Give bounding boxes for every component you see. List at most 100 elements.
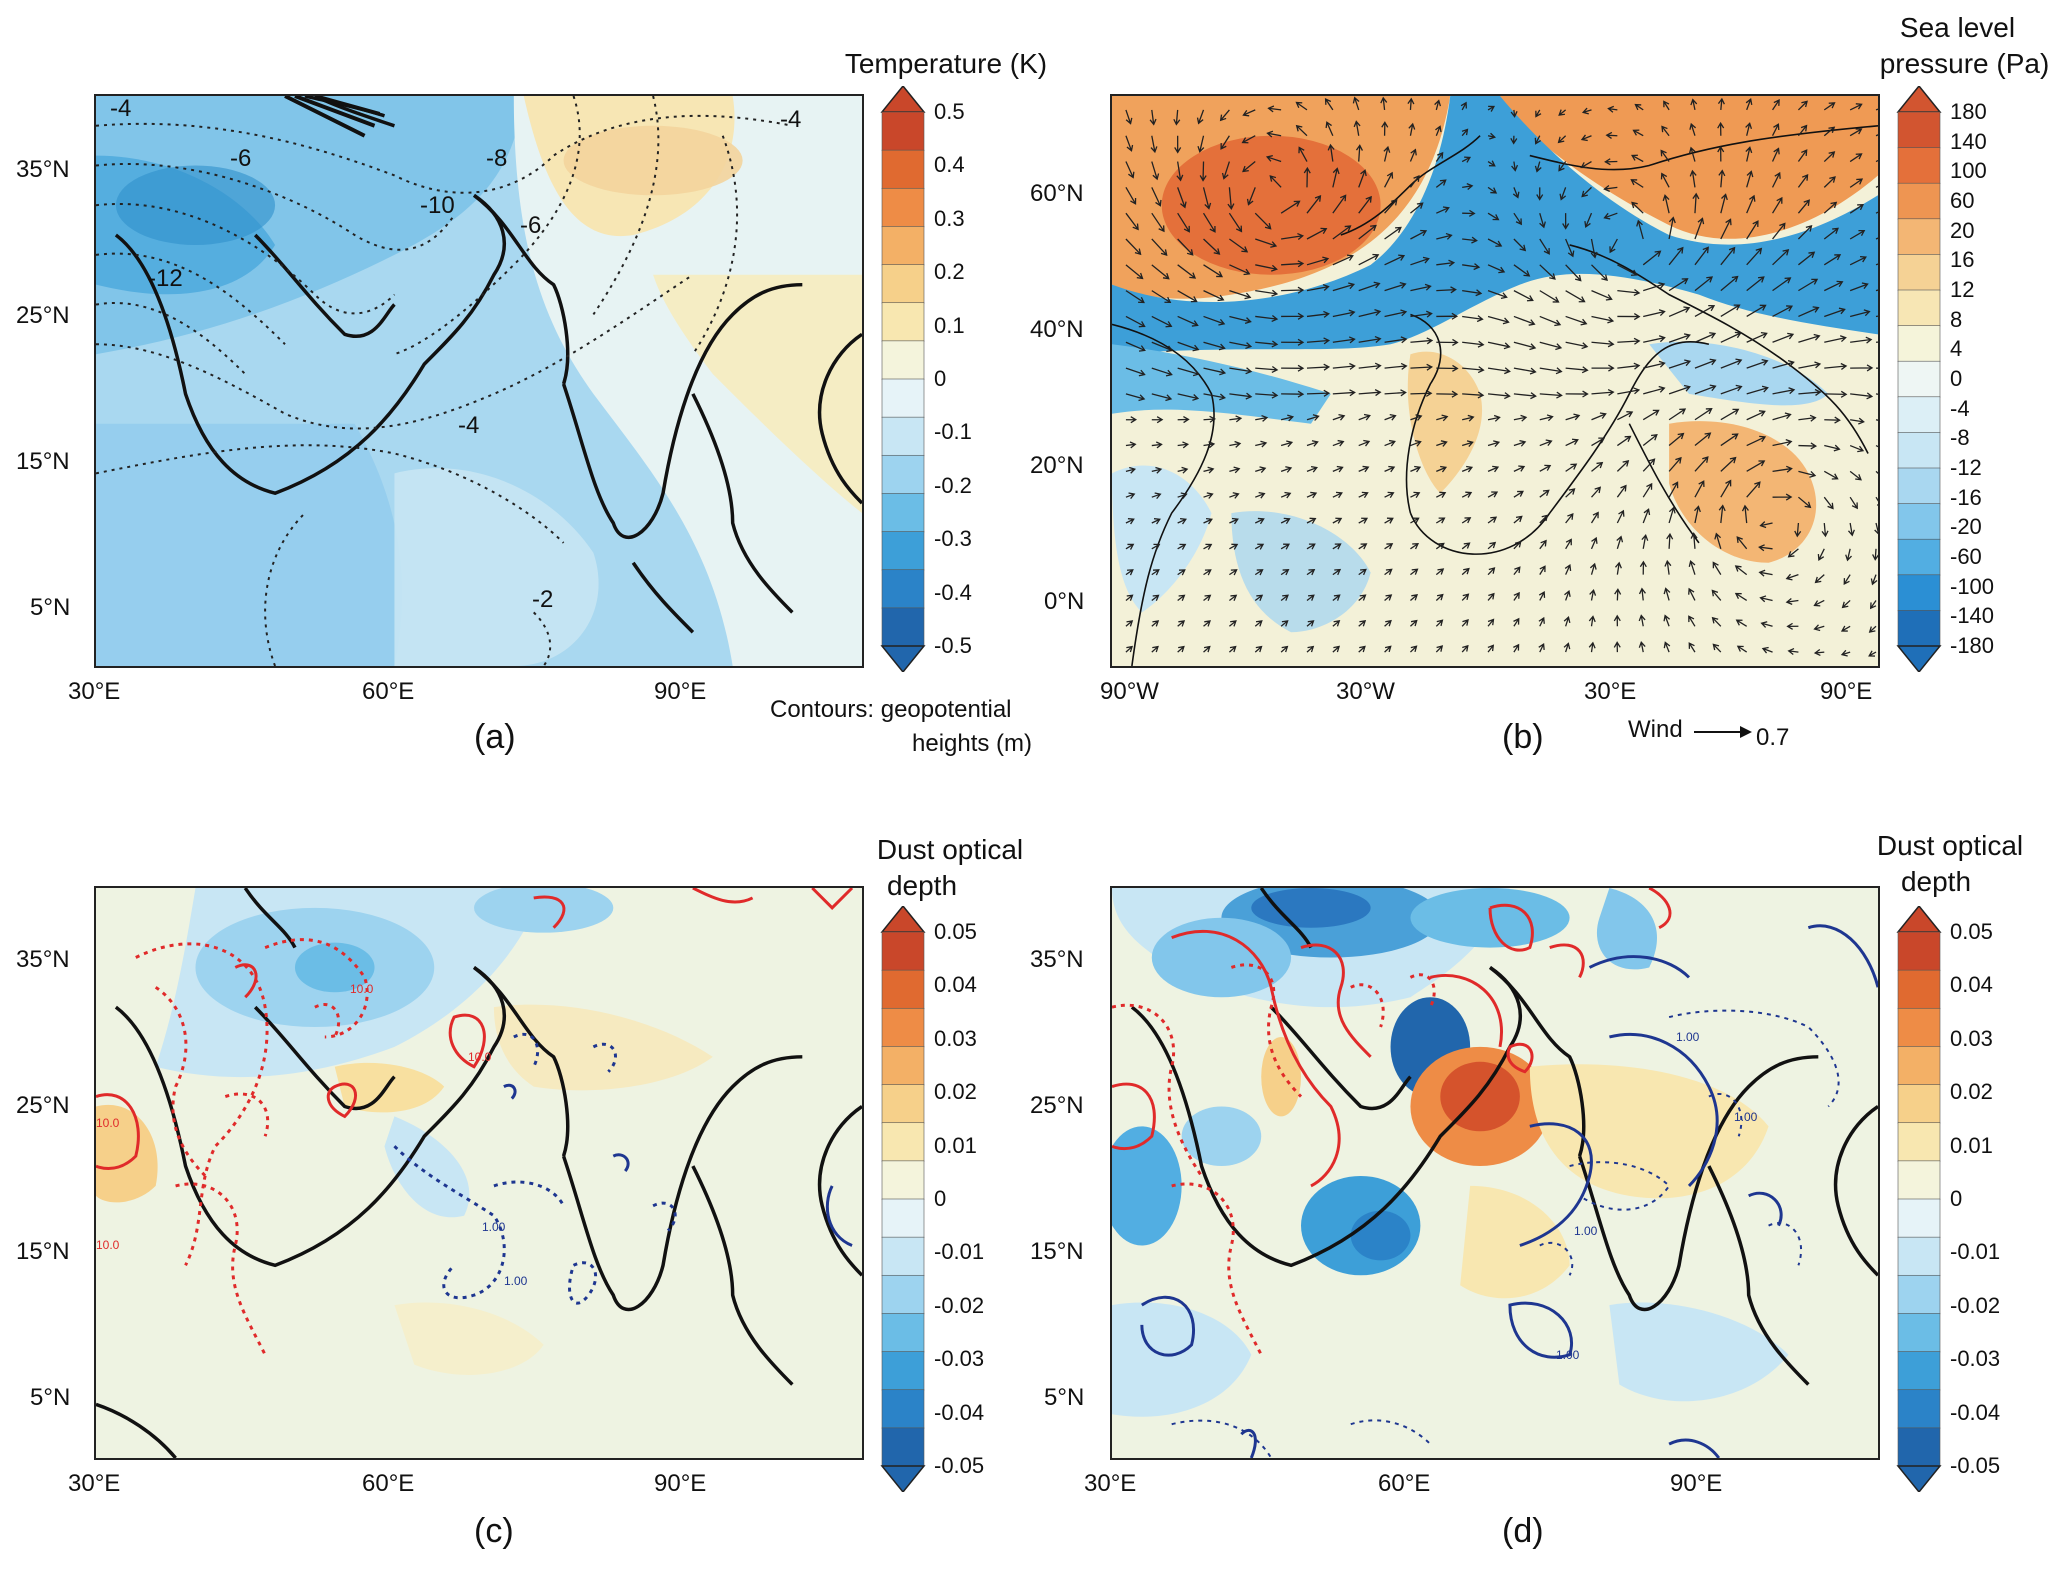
- wind-vector: [1487, 414, 1501, 422]
- wind-vector: [1797, 225, 1813, 240]
- wind-vector: [1794, 522, 1802, 538]
- wind-vector: [1797, 173, 1809, 188]
- wind-vector: [1487, 618, 1495, 627]
- contour-label: -6: [230, 145, 252, 172]
- colorbar-swatch: [881, 931, 925, 971]
- wind-vector: [1850, 417, 1865, 425]
- wind-vector: [1668, 506, 1676, 524]
- colorbar-swatch: [1897, 574, 1941, 612]
- wind-vector: [1332, 568, 1342, 576]
- wind-vector: [1384, 254, 1406, 266]
- wind-vector: [1410, 543, 1420, 550]
- contour-label: -12: [148, 265, 183, 292]
- wind-vector: [1588, 641, 1596, 653]
- colorbar-swatch: [881, 1046, 925, 1086]
- wind-vector: [1609, 238, 1618, 254]
- wind-vector: [1332, 362, 1356, 370]
- contour-label: 1.00: [504, 1274, 528, 1288]
- wind-vector: [1255, 264, 1278, 272]
- wind-vector: [1229, 466, 1241, 474]
- colorbar-title-d-line2: depth: [1900, 866, 1972, 897]
- wind-vector: [1589, 562, 1597, 575]
- colorbar-label: -100: [1950, 573, 1995, 599]
- wind-vector: [1436, 338, 1459, 346]
- wind-vector: [1746, 410, 1766, 421]
- colorbar-swatch: [881, 1160, 925, 1200]
- wind-vector: [1409, 645, 1418, 653]
- wind-vector: [1758, 544, 1773, 552]
- wind-vector: [1151, 466, 1163, 474]
- wind-vector: [1151, 518, 1161, 525]
- wind-vector: [1254, 517, 1265, 525]
- wind-vector: [1332, 439, 1345, 447]
- wind-vector: [1280, 466, 1293, 473]
- contours-note-units: heights (m): [912, 730, 1033, 757]
- contour-label: -6: [520, 212, 542, 239]
- wind-vector: [1798, 470, 1817, 478]
- wind-vector: [1409, 148, 1417, 162]
- wind-vector: [1538, 590, 1546, 601]
- wind-vector: [1177, 645, 1185, 653]
- wind-vector: [1511, 161, 1519, 172]
- wind-vector: [1510, 109, 1518, 118]
- colorbar-swatch: [1897, 1351, 1941, 1391]
- wind-vector: [1177, 341, 1200, 352]
- colorbar-label: 60: [1950, 188, 1975, 213]
- wind-vector: [1384, 465, 1396, 473]
- wind-vector: [1358, 362, 1382, 370]
- lon-tick: 30°E: [68, 1470, 121, 1497]
- wind-vector: [1384, 389, 1407, 397]
- wind-vector: [1306, 594, 1315, 601]
- wind-vector: [1173, 109, 1181, 126]
- contour-label: 10.0: [96, 1116, 120, 1130]
- wind-vector: [1461, 542, 1471, 550]
- wind-vector: [1868, 625, 1877, 633]
- colorbar-label: -0.02: [934, 1292, 985, 1318]
- contour-label: -10: [420, 192, 455, 219]
- colorbar-swatch: [1897, 931, 1941, 971]
- wind-vector: [1692, 192, 1700, 214]
- colorbar-label: -60: [1950, 544, 1982, 569]
- wind-vector: [1177, 264, 1197, 279]
- wind-vector: [1306, 227, 1328, 240]
- wind-vector: [1487, 132, 1497, 140]
- wind-vector: [1513, 591, 1520, 601]
- wind-vector: [1798, 414, 1817, 422]
- wind-vector: [1280, 543, 1290, 550]
- wind-vector: [1324, 97, 1334, 111]
- wind-vector: [1772, 305, 1794, 318]
- colorbar-label: 0: [1950, 366, 1963, 391]
- colorbar-label: 16: [1950, 247, 1975, 273]
- wind-vector: [1689, 169, 1697, 188]
- lat-tick: 15°N: [16, 1238, 70, 1265]
- wind-vector: [1565, 341, 1589, 350]
- colorbar-label: 0.3: [934, 205, 965, 231]
- colorbar-label: 0.05: [934, 919, 977, 944]
- wind-vector: [1229, 517, 1239, 525]
- wind-vector: [1824, 307, 1846, 318]
- wind-vector: [1603, 184, 1618, 192]
- lon-tick: 30°E: [68, 678, 121, 705]
- wind-vector: [1565, 238, 1575, 258]
- wind-vector: [1177, 238, 1194, 256]
- wind-vector: [1663, 614, 1671, 627]
- wind-vector: [1254, 645, 1263, 653]
- wind-vector: [1849, 203, 1864, 214]
- wind-vector: [1720, 218, 1732, 240]
- wind-vector: [1462, 236, 1478, 244]
- wind-vector: [1539, 238, 1550, 255]
- wind-vector: [1813, 624, 1825, 632]
- wind-vector: [1462, 366, 1485, 374]
- wind-vector: [1151, 645, 1159, 653]
- wind-vector: [1539, 212, 1546, 229]
- wind-vector: [1534, 135, 1541, 145]
- wind-vector: [1384, 439, 1396, 447]
- wind-vector: [1487, 315, 1510, 325]
- wind-vector: [1539, 391, 1563, 399]
- wind-vector: [1125, 594, 1134, 601]
- wind-vector: [1487, 567, 1496, 576]
- wind-vector: [1384, 309, 1408, 318]
- wind-vector: [1436, 440, 1448, 447]
- wind-vector: [1565, 513, 1574, 524]
- contours-note: Contours: geopotential: [770, 696, 1012, 723]
